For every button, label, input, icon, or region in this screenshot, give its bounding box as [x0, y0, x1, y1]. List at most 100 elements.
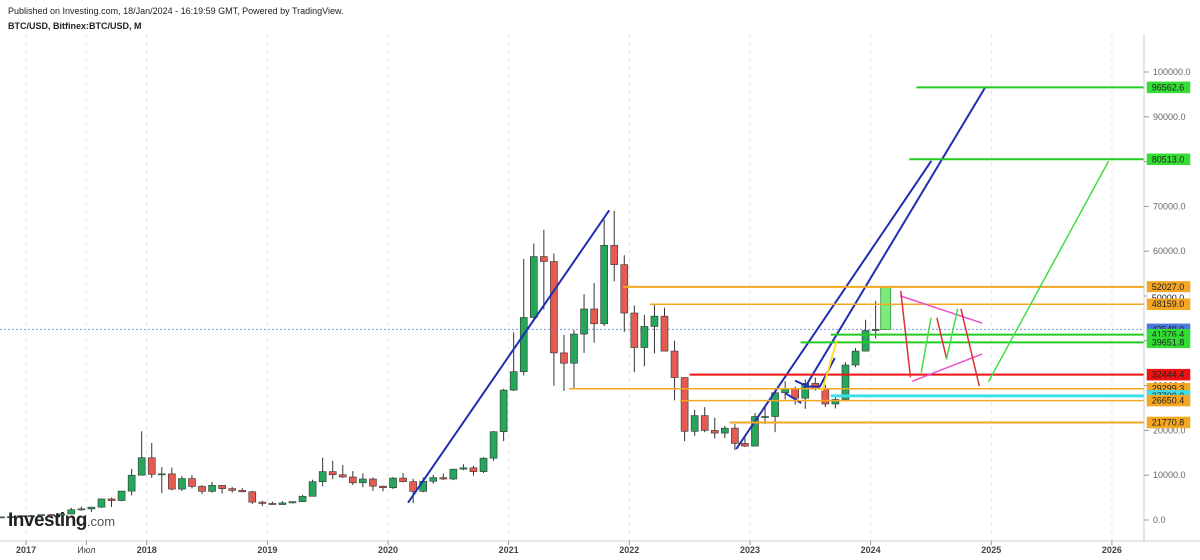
candle-body: [680, 377, 689, 432]
x-tick-label: 2020: [378, 545, 398, 555]
candle: [550, 253, 558, 386]
candle: [610, 210, 619, 282]
candle: [680, 377, 689, 442]
candle: [660, 307, 669, 352]
candle-body: [17, 515, 25, 517]
candle-body: [399, 477, 407, 482]
candle: [188, 475, 196, 489]
candle: [560, 334, 568, 391]
candle: [600, 219, 608, 327]
candle: [529, 243, 538, 319]
candle: [519, 258, 528, 376]
candle: [127, 468, 136, 496]
candle-body: [298, 495, 307, 502]
candle-body: [821, 388, 830, 405]
candle: [37, 514, 45, 516]
candle: [288, 501, 297, 504]
x-tick-label: 2022: [619, 545, 639, 555]
candle: [700, 407, 709, 433]
candle: [761, 407, 769, 425]
x-tick-label: 2019: [257, 545, 277, 555]
candle-body: [640, 326, 649, 348]
candle: [218, 485, 226, 494]
candle-body: [519, 317, 528, 373]
y-tick-label: 60000.0: [1153, 246, 1186, 256]
candle-body: [540, 256, 548, 262]
candle: [570, 330, 578, 389]
trend-line: [407, 209, 610, 504]
candle: [248, 490, 257, 504]
candle: [449, 468, 458, 481]
y-tick-label: 70000.0: [1153, 201, 1186, 211]
candle-body: [610, 245, 619, 265]
candle-body: [338, 474, 347, 478]
candle: [77, 506, 86, 511]
candle-body: [690, 415, 699, 432]
y-tick-label: 90000.0: [1153, 112, 1186, 122]
candle-body: [781, 388, 789, 394]
investing-logo[interactable]: Investing.com: [8, 510, 115, 532]
candle: [308, 479, 317, 497]
candle: [318, 457, 327, 487]
candle: [831, 397, 840, 409]
candle-body: [650, 315, 659, 327]
candle-body: [590, 308, 598, 325]
candle: [328, 460, 337, 480]
candle-body: [97, 498, 106, 508]
candle-body: [841, 364, 850, 400]
candle: [0, 516, 5, 519]
projected-candle: [880, 286, 892, 330]
projection-line: [900, 290, 912, 378]
price-label-bg: [1146, 153, 1191, 166]
candle-body: [178, 478, 186, 490]
candle-body: [550, 261, 558, 354]
price-label-text: 50000.0: [1152, 293, 1185, 303]
candle-body: [479, 457, 488, 472]
candle: [168, 467, 176, 491]
candle-body: [670, 350, 679, 378]
candle: [429, 474, 438, 484]
candle: [670, 340, 679, 401]
candle: [479, 457, 488, 473]
candle: [349, 471, 357, 486]
price-label-text: 48159.0: [1152, 299, 1185, 309]
candle-body: [751, 416, 759, 447]
candle: [580, 294, 588, 353]
candle: [620, 255, 629, 332]
candle: [731, 424, 739, 451]
candle: [208, 481, 216, 493]
projection-line: [988, 160, 1110, 382]
candle-body: [359, 478, 367, 484]
candle: [499, 388, 508, 442]
candle: [107, 497, 116, 508]
candle: [650, 304, 659, 354]
candle-body: [238, 490, 247, 493]
logo-domain: .com: [86, 514, 116, 529]
candle: [399, 472, 407, 483]
price-labels: 96562.680513.052027.050000.048159.042549…: [1146, 81, 1191, 429]
candle: [710, 417, 719, 439]
candle: [489, 430, 498, 461]
x-tick-label: 2024: [861, 545, 881, 555]
candle-body: [369, 478, 377, 487]
price-label-text: 39651.8: [1152, 337, 1185, 347]
candle-body: [7, 516, 15, 518]
projection-line: [920, 317, 932, 373]
y-tick-label: 100000.0: [1153, 67, 1191, 77]
price-label-bg: [1146, 416, 1191, 429]
candle-body: [560, 352, 568, 364]
candle: [268, 501, 277, 505]
candle-body: [57, 513, 66, 516]
candle-body: [449, 468, 458, 480]
candle-body: [208, 485, 216, 492]
candle-body: [499, 389, 508, 433]
candle: [851, 347, 860, 368]
candle-body: [168, 473, 176, 490]
candle-body: [318, 471, 327, 482]
candle: [178, 476, 186, 491]
candle-body: [258, 501, 267, 504]
candle-body: [459, 467, 468, 470]
candle: [17, 515, 25, 517]
candle-body: [429, 477, 438, 482]
